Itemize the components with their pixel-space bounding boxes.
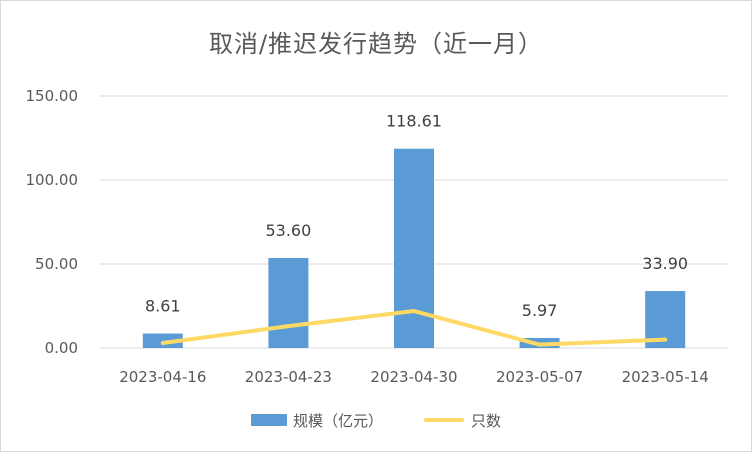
x-tick-label: 2023-04-30 [370,368,457,386]
x-tick-label: 2023-04-23 [245,368,332,386]
data-label: 8.61 [145,297,181,316]
x-tick-label: 2023-05-14 [622,368,709,386]
x-tick-label: 2023-05-07 [496,368,583,386]
bar [142,333,183,348]
y-tick-label: 150.00 [26,87,79,105]
chart-title: 取消/推迟发行趋势（近一月） [208,30,544,58]
data-label: 118.61 [386,112,442,131]
x-tick-label: 2023-04-16 [119,368,206,386]
bar [268,257,309,348]
legend-label: 规模（亿元） [293,412,383,430]
legend-label: 只数 [471,412,501,430]
y-tick-label: 50.00 [35,255,78,273]
y-tick-label: 0.00 [45,339,78,357]
bar [394,148,434,348]
y-tick-label: 100.00 [26,171,79,189]
data-label: 5.97 [522,301,558,320]
data-label: 53.60 [265,221,311,240]
data-label: 33.90 [642,254,688,273]
legend-swatch-bar [251,414,287,426]
series-line [160,309,668,347]
